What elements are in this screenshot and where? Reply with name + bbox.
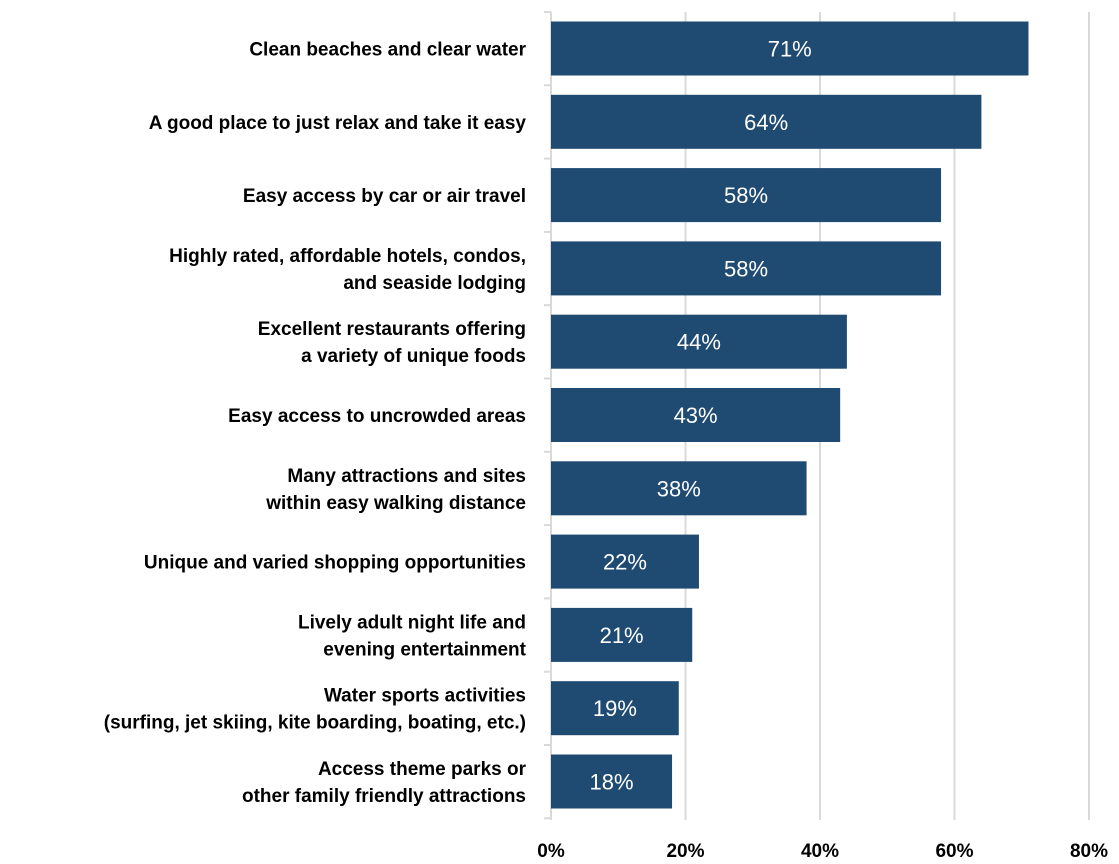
category-label-line: Access theme parks or	[318, 759, 527, 780]
bar	[551, 534, 699, 589]
data-label: 58%	[724, 256, 768, 281]
category-label-line: Water sports activities	[324, 686, 526, 707]
bar	[551, 607, 693, 662]
data-label: 43%	[674, 403, 718, 428]
category-label-line: within easy walking distance	[265, 493, 526, 514]
x-tick-label: 0%	[537, 841, 565, 862]
data-label: 18%	[590, 770, 634, 795]
bar	[551, 168, 942, 223]
category-label: Clean beaches and clear water	[249, 40, 526, 61]
category-label: Water sports activities (surfing, jet ski…	[104, 686, 526, 734]
category-label-line: Highly rated, affordable hotels, condos,	[169, 246, 526, 267]
category-label-line: and seaside lodging	[343, 273, 526, 294]
category-label-line: Lively adult night life and	[298, 612, 526, 633]
category-label-line: other family friendly attractions	[242, 786, 526, 807]
x-tick-label: 60%	[935, 841, 973, 862]
bar	[551, 461, 807, 516]
data-label: 38%	[657, 476, 701, 501]
data-label: 44%	[677, 330, 721, 355]
category-label-line: Easy access to uncrowded areas	[228, 406, 526, 427]
category-label: Many attractions and sites within easy wa…	[265, 466, 526, 514]
category-label-line: Many attractions and sites	[287, 466, 526, 487]
category-label: Lively adult night life and evening enter…	[298, 612, 527, 660]
data-label: 22%	[603, 550, 647, 575]
category-labels: Clean beaches and clear water A good plac…	[104, 40, 527, 808]
category-label: Access theme parks or other family friend…	[242, 759, 527, 807]
bar	[551, 388, 841, 442]
x-tick-label: 80%	[1070, 841, 1108, 862]
category-label-line: Easy access by car or air travel	[243, 186, 526, 207]
data-label: 64%	[744, 110, 788, 135]
data-label: 21%	[600, 623, 644, 648]
category-label-line: Clean beaches and clear water	[249, 40, 526, 61]
data-label: 58%	[724, 183, 768, 208]
x-tick-label: 20%	[666, 841, 704, 862]
x-axis-tick-labels: 0% 20% 40% 60% 80%	[537, 841, 1108, 862]
category-label-line: A good place to just relax and take it e…	[149, 113, 527, 134]
bar	[551, 21, 1029, 76]
category-axis	[544, 11, 552, 820]
category-label: Highly rated, affordable hotels, condos,…	[169, 246, 526, 294]
bar	[551, 754, 673, 809]
category-label: Excellent restaurants offering a variety …	[258, 319, 526, 367]
category-label-line: Excellent restaurants offering	[258, 319, 526, 340]
category-label: Easy access to uncrowded areas	[228, 406, 526, 427]
bar	[551, 241, 942, 296]
category-label-line: evening entertainment	[323, 639, 526, 660]
category-label-line: a variety of unique foods	[301, 346, 526, 367]
category-label: Unique and varied shopping opportunities	[144, 553, 526, 574]
data-label: 71%	[768, 37, 812, 62]
category-label-line: (surfing, jet skiing, kite boarding, boa…	[104, 713, 526, 734]
x-tick-label: 40%	[801, 841, 839, 862]
category-label: A good place to just relax and take it e…	[149, 113, 527, 134]
bar	[551, 314, 847, 369]
data-label: 19%	[593, 696, 637, 721]
category-label: Easy access by car or air travel	[243, 186, 526, 207]
bars: 71% 64% 58% 58% 44% 43% 38% 22% 21% 19% 18%	[551, 21, 1029, 809]
category-label-line: Unique and varied shopping opportunities	[144, 553, 526, 574]
bar	[551, 94, 982, 149]
bar	[551, 681, 679, 736]
